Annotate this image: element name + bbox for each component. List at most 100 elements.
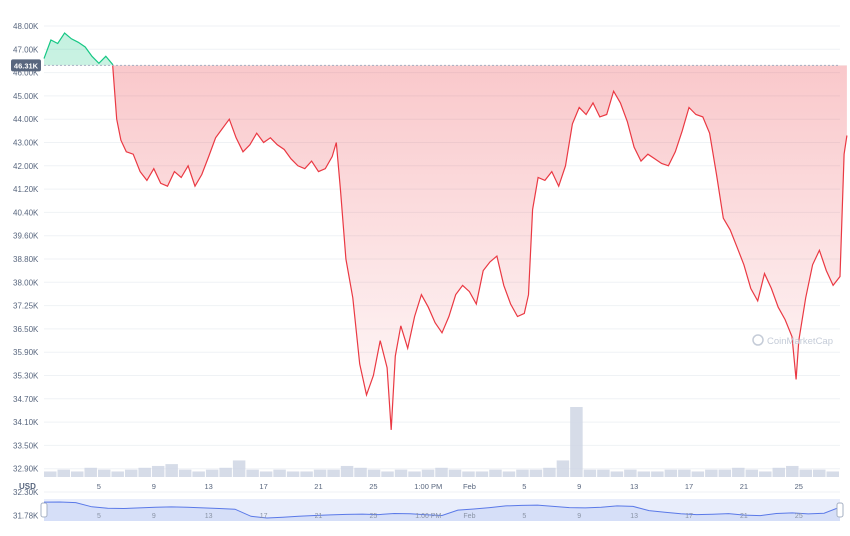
- y-tick-label: 34.10K: [13, 418, 39, 427]
- volume-bar: [327, 469, 340, 477]
- volume-bar: [543, 467, 556, 477]
- y-tick-label: 33.50K: [13, 441, 39, 450]
- volume-bar: [57, 469, 70, 477]
- watermark-label: CoinMarketCap: [767, 336, 833, 347]
- volume-bar: [219, 467, 232, 477]
- volume-bar: [313, 469, 327, 477]
- volume-bar: [705, 469, 718, 477]
- price-area-down: [44, 65, 847, 430]
- x-tick-label: 17: [685, 482, 693, 491]
- volume-bar: [408, 471, 421, 477]
- y-tick-label: 41.20K: [13, 185, 39, 194]
- navigator-line: [43, 501, 841, 519]
- y-tick-label: 40.40K: [13, 208, 39, 217]
- volume-bar: [664, 469, 678, 477]
- y-tick-label: 47.00K: [13, 45, 39, 54]
- volume-bar: [759, 471, 772, 477]
- volume-bar: [435, 467, 448, 477]
- volume-bars: [44, 407, 839, 477]
- x-tick-label: 1:00 PM: [414, 482, 442, 491]
- volume-bar: [624, 469, 637, 477]
- navigator-tick-label: 9: [577, 513, 581, 520]
- volume-bar: [165, 464, 178, 477]
- volume-bar: [718, 469, 732, 477]
- price-area: [44, 33, 847, 430]
- volume-bar: [70, 471, 84, 477]
- volume-bar: [516, 469, 529, 477]
- volume-bar: [124, 469, 138, 477]
- y-tick-label: 32.30K: [13, 488, 39, 497]
- volume-bar: [44, 471, 57, 477]
- volume-bar: [651, 471, 664, 477]
- navigator-tick-label: 17: [260, 513, 268, 520]
- navigator-tick-label: Feb: [463, 513, 475, 520]
- volume-bar: [799, 469, 813, 477]
- y-tick-label: 43.00K: [13, 139, 39, 148]
- navigator-tick-label: 21: [740, 513, 748, 520]
- x-tick-label: 9: [577, 482, 581, 491]
- volume-bar: [138, 467, 151, 477]
- y-tick-label: 34.70K: [13, 395, 39, 404]
- volume-bar: [610, 471, 624, 477]
- volume-bar: [421, 469, 435, 477]
- volume-bar: [556, 460, 570, 477]
- x-tick-label: 17: [259, 482, 267, 491]
- reference-price-badge: 46.31K: [11, 59, 41, 72]
- volume-bar: [300, 471, 313, 477]
- navigator-left-handle[interactable]: [40, 502, 48, 518]
- x-tick-label: 25: [369, 482, 377, 491]
- y-tick-label: 48.00K: [13, 22, 39, 31]
- navigator-tick-label: 9: [152, 513, 156, 520]
- navigator-tick-label: 25: [795, 513, 803, 520]
- y-tick-label: 32.90K: [13, 465, 39, 474]
- navigator-tick-label: 5: [522, 513, 526, 520]
- navigator-right-handle[interactable]: [836, 502, 844, 518]
- volume-bar: [462, 471, 475, 477]
- navigator-tick-label: 13: [630, 513, 638, 520]
- volume-bar: [259, 471, 273, 477]
- navigator-tick-label: 21: [315, 513, 323, 520]
- volume-bar: [84, 467, 97, 477]
- volume-bar: [232, 460, 246, 477]
- range-navigator[interactable]: 5 9 13 17 21 25 1:00 PM Feb 5 9 13 17 21 25: [40, 499, 844, 521]
- volume-bar: [354, 467, 367, 477]
- x-tick-label: 13: [630, 482, 638, 491]
- x-tick-label: Feb: [463, 482, 476, 491]
- volume-bar: [367, 469, 381, 477]
- reference-price-label: 46.31K: [14, 61, 39, 70]
- x-tick-label: 5: [97, 482, 101, 491]
- volume-bar: [826, 471, 839, 477]
- y-tick-label: 37.25K: [13, 302, 39, 311]
- navigator-area: [44, 502, 840, 521]
- volume-bar: [97, 469, 111, 477]
- y-tick-label: 38.00K: [13, 278, 39, 287]
- volume-bar: [732, 467, 745, 477]
- volume-bar: [151, 465, 165, 477]
- y-tick-label: 46.00K: [13, 69, 39, 78]
- navigator-tick-label: 25: [369, 513, 377, 520]
- navigator-x-axis: 5 9 13 17 21 25 1:00 PM Feb 5 9 13 17 21 25: [97, 513, 803, 520]
- reference-price-badge-bg: [11, 59, 41, 72]
- y-axis: 48.00K 47.00K 46.00K 45.00K 44.00K 43.00K 42.0…: [13, 22, 39, 520]
- volume-bar: [597, 469, 610, 477]
- navigator-tick-label: 5: [97, 513, 101, 520]
- volume-bar: [205, 469, 219, 477]
- navigator-tick-label: 17: [685, 513, 693, 520]
- volume-bar: [583, 469, 597, 477]
- coinmarketcap-logo-icon: [752, 334, 764, 346]
- y-tick-label: 35.90K: [13, 348, 39, 357]
- volume-bar: [745, 469, 759, 477]
- volume-bar: [678, 469, 691, 477]
- volume-bar: [178, 469, 192, 477]
- volume-bar: [340, 465, 354, 477]
- navigator-tick-label: 1:00 PM: [415, 513, 441, 520]
- currency-label: USD: [19, 482, 36, 491]
- price-line: [43, 32, 848, 430]
- y-tick-label: 44.00K: [13, 115, 39, 124]
- x-axis: 5 9 13 17 21 25 1:00 PM Feb 5 9 13 17 21 25: [97, 482, 803, 491]
- x-tick-label: 5: [522, 482, 526, 491]
- y-tick-label: 38.80K: [13, 255, 39, 264]
- volume-bar: [394, 469, 408, 477]
- price-line-down: [112, 65, 848, 430]
